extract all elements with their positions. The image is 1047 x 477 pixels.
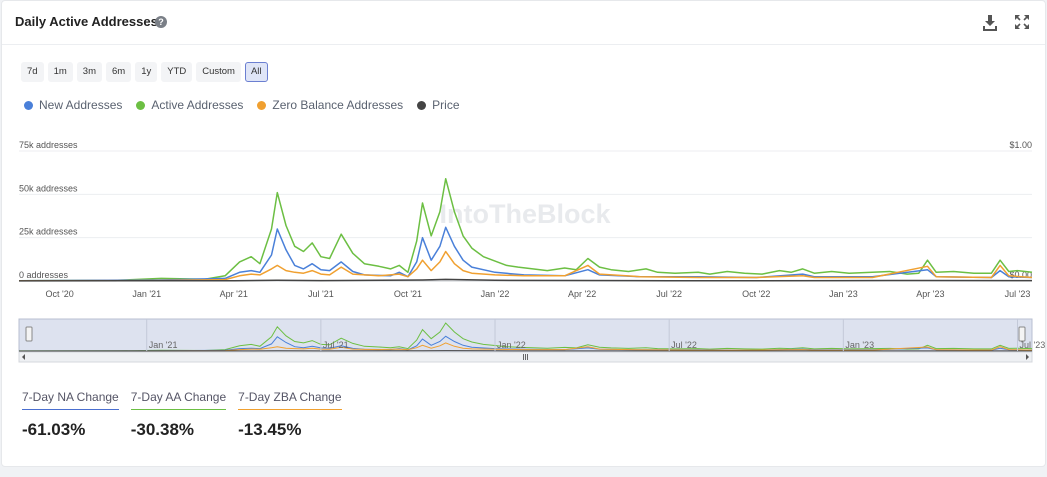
range-button-3m[interactable]: 3m bbox=[76, 62, 102, 82]
card-header: Daily Active Addresses ? bbox=[2, 1, 1045, 45]
series-line-price bbox=[18, 278, 1033, 282]
scroll-left-arrow-icon[interactable] bbox=[22, 354, 25, 360]
navigator-series-line bbox=[18, 342, 1033, 352]
series-line-active-addresses bbox=[18, 177, 1033, 282]
navigator-right-handle[interactable] bbox=[1018, 326, 1026, 342]
legend-label: Active Addresses bbox=[151, 98, 244, 112]
navigator-tick-label: Jul '21 bbox=[323, 340, 349, 350]
legend-dot bbox=[24, 100, 33, 110]
main-chart: IntoTheBlock 0 addresses 25k addresses 50k… bbox=[18, 141, 1045, 363]
legend-dot bbox=[136, 100, 146, 110]
chart-legend: New Addresses Active Addresses Zero Balanc… bbox=[24, 98, 460, 112]
stat-7-day-na-change: 7-Day NA Change -61.03% bbox=[22, 390, 119, 440]
x-tick-label: Jan '21 bbox=[132, 289, 161, 299]
navigator-tick-label: Jul '23 bbox=[1019, 340, 1045, 350]
navigator-tick-label: Jan '21 bbox=[149, 340, 178, 350]
navigator-tick-label: Jul '22 bbox=[671, 340, 697, 350]
legend-dot bbox=[417, 100, 427, 110]
range-button-ytd[interactable]: YTD bbox=[161, 62, 193, 82]
stats-row: 7-Day NA Change -61.03% 7-Day AA Change -30… bbox=[22, 390, 342, 440]
legend-dot bbox=[257, 100, 267, 110]
legend-item-zero-balance-addresses[interactable]: Zero Balance Addresses bbox=[257, 98, 403, 112]
x-tick-label: Apr '23 bbox=[916, 289, 944, 299]
navigator-tick-label: Jan '23 bbox=[845, 340, 874, 350]
stat-label: 7-Day AA Change bbox=[130, 390, 227, 410]
y-tick-label: 0 addresses bbox=[19, 270, 69, 280]
y-tick-label: 50k addresses bbox=[19, 183, 78, 193]
range-button-1m[interactable]: 1m bbox=[47, 62, 73, 82]
legend-label: New Addresses bbox=[39, 98, 123, 112]
stat-value: -13.45% bbox=[238, 420, 302, 439]
range-button-7d[interactable]: 7d bbox=[21, 62, 44, 82]
navigator-window[interactable] bbox=[18, 318, 1033, 352]
scroll-right-arrow-icon[interactable] bbox=[1026, 354, 1029, 360]
legend-item-price[interactable]: Price bbox=[417, 98, 460, 112]
x-tick-label: Oct '21 bbox=[394, 289, 422, 299]
x-tick-label: Oct '20 bbox=[46, 289, 74, 299]
range-button-1y[interactable]: 1y bbox=[135, 62, 158, 82]
legend-item-new-addresses[interactable]: New Addresses bbox=[24, 98, 122, 112]
stat-value: -30.38% bbox=[130, 420, 195, 439]
x-tick-label: Jul '21 bbox=[308, 289, 334, 299]
range-button-6m[interactable]: 6m bbox=[105, 62, 132, 82]
stat-7-day-zba-change: 7-Day ZBA Change -13.45% bbox=[238, 390, 342, 440]
series-line-new-addresses bbox=[18, 226, 1033, 282]
x-tick-label: Jul '23 bbox=[1005, 289, 1031, 299]
expand-icon[interactable] bbox=[1015, 15, 1029, 29]
range-button-custom[interactable]: Custom bbox=[196, 62, 241, 82]
stat-7-day-aa-change: 7-Day AA Change -30.38% bbox=[130, 390, 227, 440]
range-button-all[interactable]: All bbox=[244, 62, 268, 82]
x-tick-label: Oct '22 bbox=[742, 289, 770, 299]
stat-label: 7-Day ZBA Change bbox=[238, 390, 342, 410]
stat-value: -61.03% bbox=[22, 420, 86, 439]
range-selector: 7d 1m 3m 6m 1y YTD Custom All bbox=[21, 62, 268, 82]
navigator-left-handle[interactable] bbox=[25, 326, 33, 342]
x-tick-label: Jan '22 bbox=[481, 289, 510, 299]
series-line-zero-balance-addresses bbox=[18, 250, 1033, 282]
x-tick-label: Apr '22 bbox=[568, 289, 596, 299]
x-tick-label: Jul '22 bbox=[656, 289, 682, 299]
help-icon[interactable]: ? bbox=[155, 16, 167, 28]
y-tick-label: 75k addresses bbox=[19, 141, 78, 150]
y-right-tick-label: $1.00 bbox=[1009, 141, 1032, 150]
download-icon[interactable] bbox=[983, 15, 997, 31]
watermark-text: IntoTheBlock bbox=[439, 199, 611, 229]
x-tick-label: Jan '23 bbox=[829, 289, 858, 299]
y-right-tick-label: $0.00 bbox=[1009, 270, 1032, 280]
x-tick-label: Apr '21 bbox=[220, 289, 248, 299]
legend-label: Zero Balance Addresses bbox=[272, 98, 404, 112]
chart-title: Daily Active Addresses bbox=[15, 14, 158, 29]
y-tick-label: 25k addresses bbox=[19, 227, 78, 237]
stat-label: 7-Day NA Change bbox=[22, 390, 119, 410]
navigator-series-line bbox=[18, 322, 1033, 352]
chart-card: Daily Active Addresses ? 7d 1m 3m 6m 1y YTD Cu… bbox=[1, 0, 1046, 467]
legend-label: Price bbox=[432, 98, 460, 112]
legend-item-active-addresses[interactable]: Active Addresses bbox=[136, 98, 243, 112]
navigator-tick-label: Jan '22 bbox=[497, 340, 526, 350]
